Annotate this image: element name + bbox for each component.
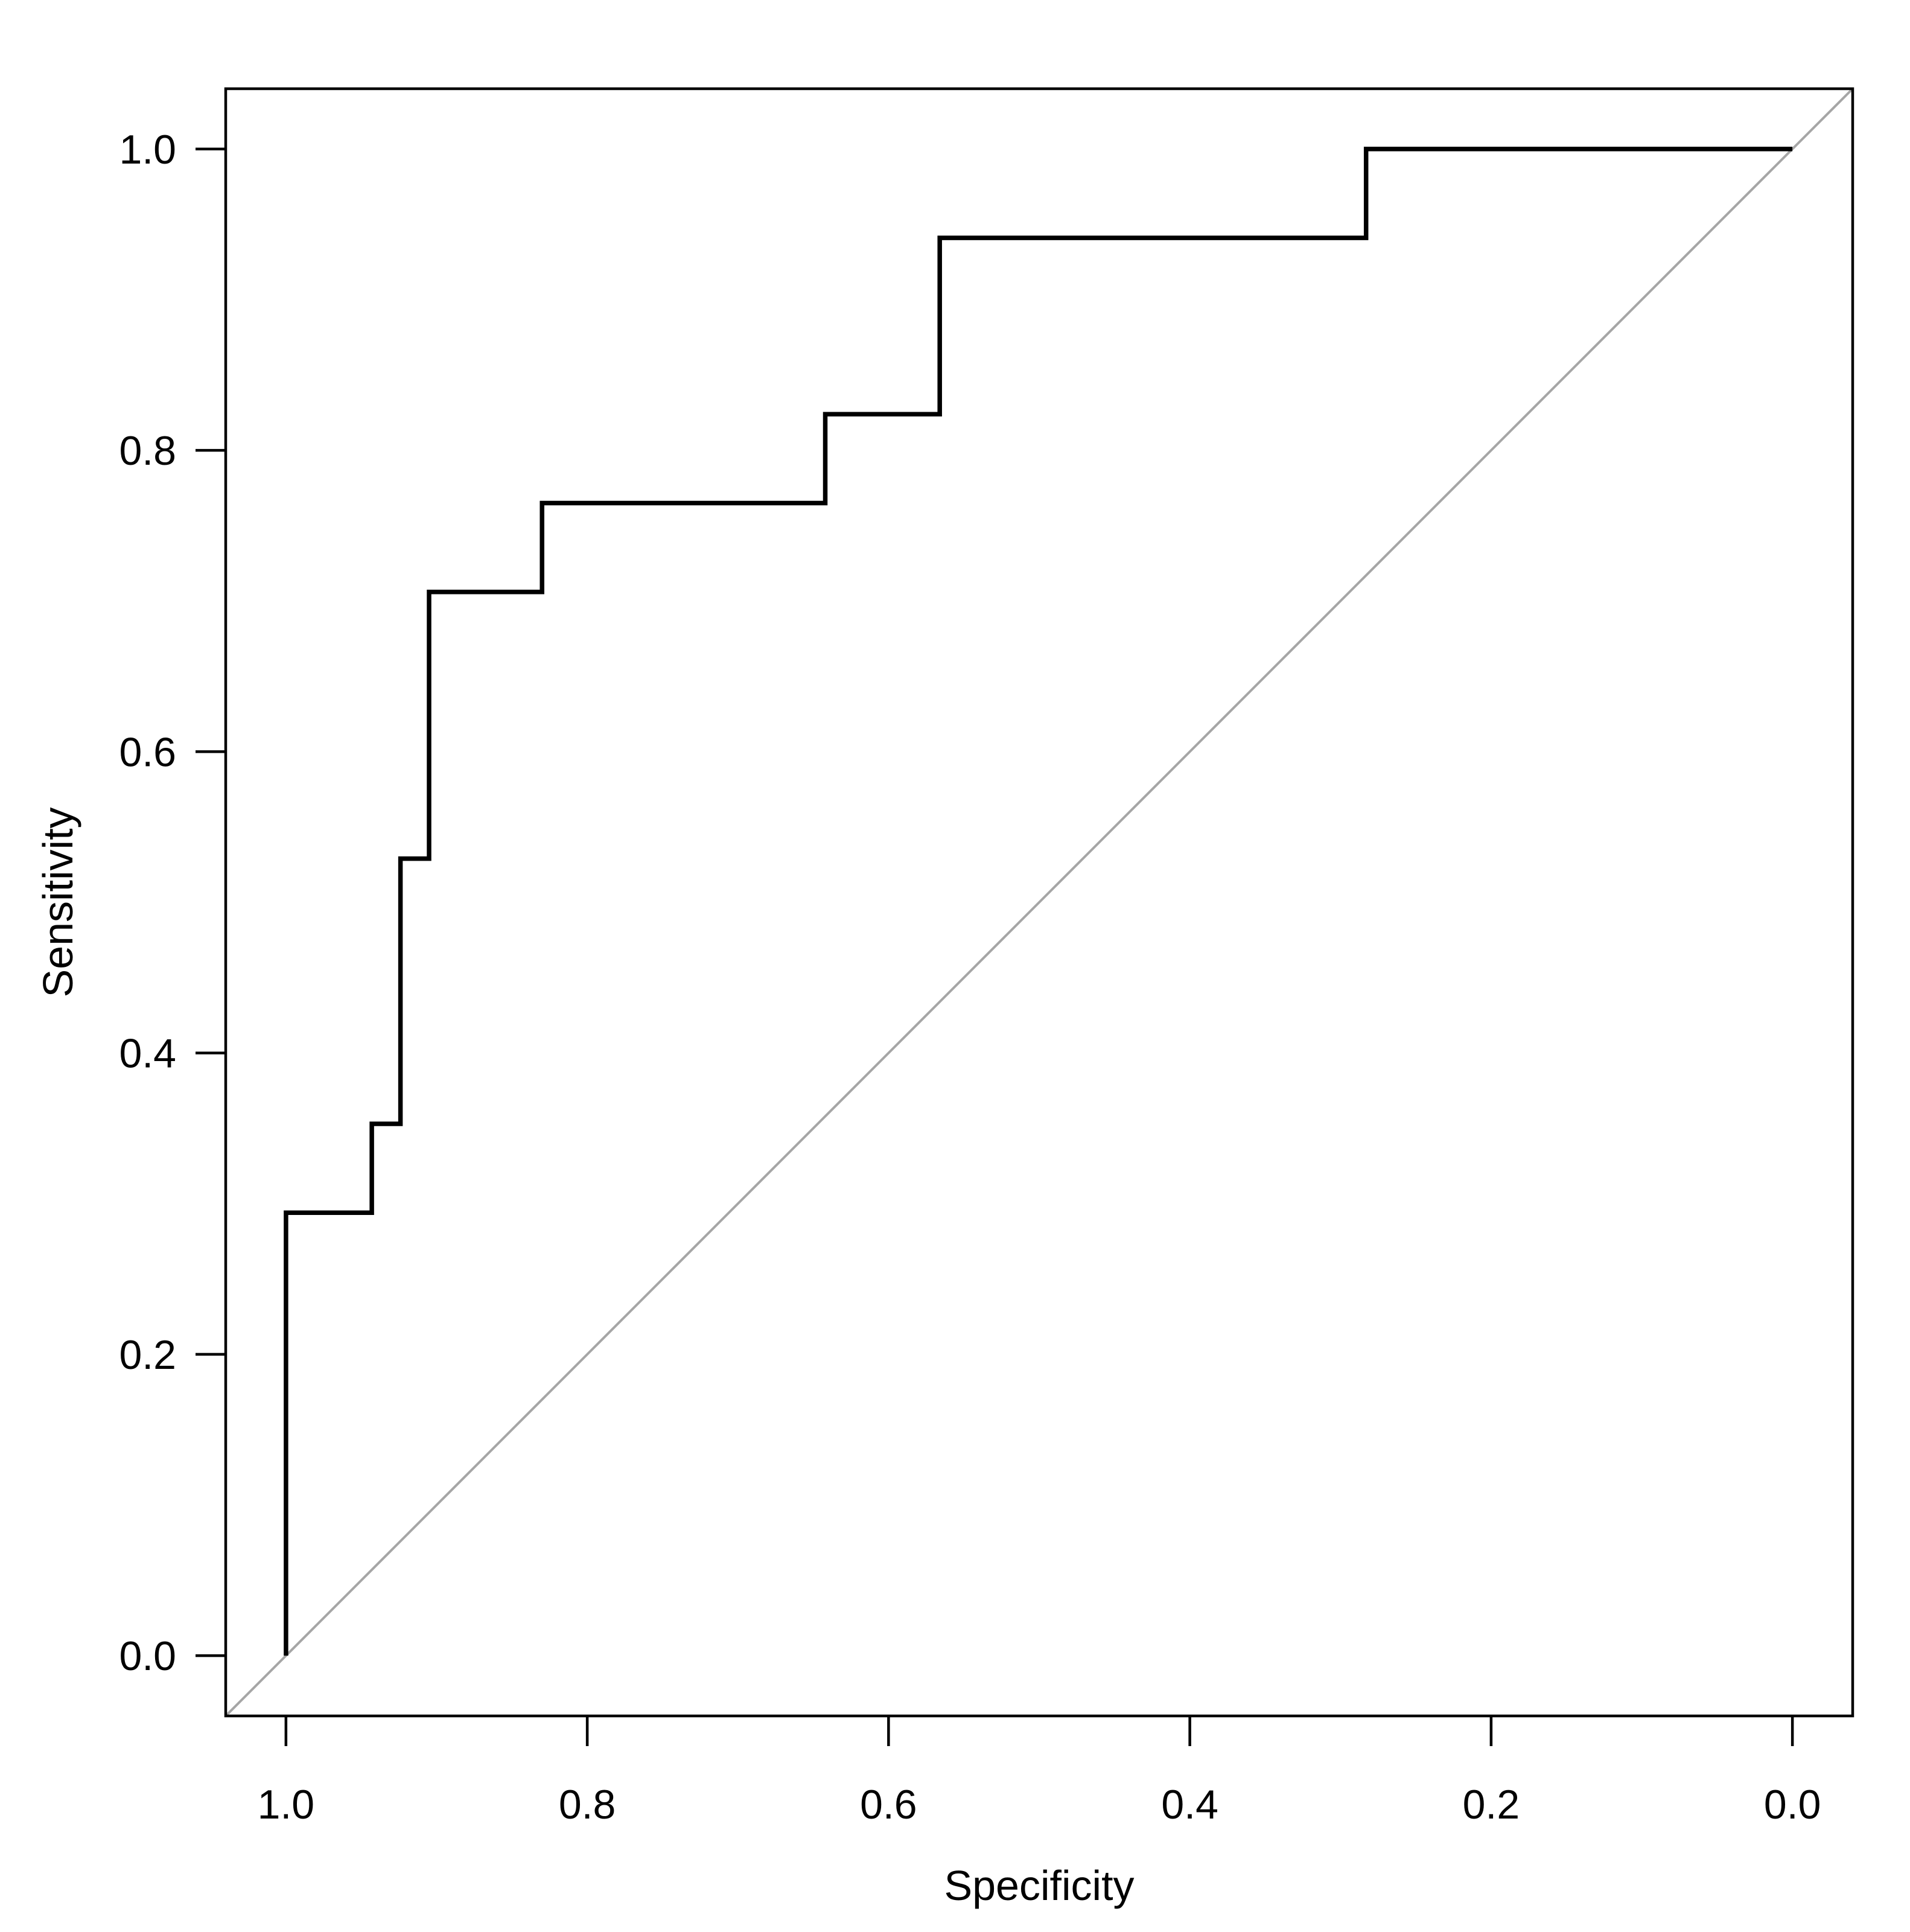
y-tick-label: 0.4 — [119, 1031, 176, 1077]
y-tick-label: 0.0 — [119, 1633, 176, 1679]
roc-curve-line — [284, 147, 1793, 1656]
x-axis: 1.0 0.8 0.6 0.4 0.2 0.0 — [258, 1716, 1821, 1828]
y-axis-label: Sensitivity — [34, 807, 81, 997]
x-tick-label: 0.0 — [1764, 1782, 1821, 1828]
x-tick-label: 0.4 — [1161, 1782, 1218, 1828]
y-tick-label: 0.6 — [119, 729, 176, 775]
x-tick-label: 0.6 — [860, 1782, 917, 1828]
x-axis-label: Specificity — [944, 1862, 1134, 1909]
plot-frame — [224, 87, 1854, 1718]
reference-diagonal — [224, 88, 1854, 1717]
y-axis: 0.0 0.2 0.4 0.6 0.8 1.0 — [119, 127, 226, 1679]
y-tick-label: 0.8 — [119, 428, 176, 474]
diagonal-line — [224, 88, 1854, 1717]
x-tick-label: 0.8 — [559, 1782, 616, 1828]
x-tick-label: 1.0 — [258, 1782, 315, 1828]
y-tick-label: 0.2 — [119, 1332, 176, 1378]
x-tick-label: 0.2 — [1463, 1782, 1520, 1828]
y-tick-label: 1.0 — [119, 127, 176, 173]
roc-curve — [284, 147, 1793, 1656]
